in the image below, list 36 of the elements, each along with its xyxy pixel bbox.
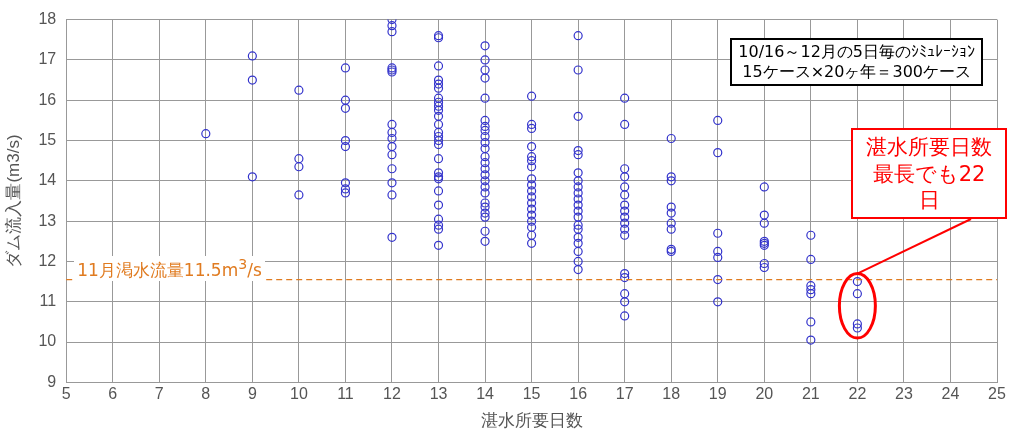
y-axis-title: ダム流入量(m3/s)	[3, 134, 23, 268]
x-tick-label: 8	[201, 385, 211, 403]
annotation: 10/16～12月の5日毎のｼﾐｭﾚｰｼｮﾝ 15ケース×20ヶ年＝300ケース	[730, 37, 983, 86]
x-tick-label: 5	[61, 385, 71, 403]
y-tick-label: 10	[38, 332, 57, 350]
x-tick-label: 12	[383, 385, 401, 403]
x-tick-label: 23	[895, 385, 913, 403]
x-tick-label: 7	[154, 385, 164, 403]
x-tick-label: 24	[941, 385, 960, 403]
x-axis-title: 湛水所要日数	[480, 411, 583, 431]
y-tick-label: 17	[38, 50, 57, 68]
x-tick-label: 21	[801, 385, 820, 403]
x-tick-label: 11	[337, 385, 354, 403]
x-tick-label: 10	[290, 385, 308, 403]
x-tick-label: 16	[569, 385, 588, 403]
x-tick-label: 6	[108, 385, 118, 403]
annotation: 湛水所要日数最長でも22日	[851, 128, 1007, 220]
x-tick-label: 22	[848, 385, 867, 403]
y-tick-label: 12	[38, 251, 57, 269]
ref-line-label: 11月渇水流量11.5m$^{3}$/s	[74, 255, 265, 281]
y-tick-label: 18	[38, 10, 57, 28]
x-tick-label: 25	[988, 385, 1006, 403]
x-tick-label: 9	[247, 385, 257, 403]
y-tick-label: 13	[38, 211, 57, 229]
x-tick-label: 13	[429, 385, 448, 403]
x-tick-label: 19	[708, 385, 727, 403]
y-tick-label: 9	[47, 372, 57, 390]
y-tick-label: 16	[38, 90, 57, 108]
x-tick-label: 17	[615, 385, 634, 403]
x-tick-label: 15	[522, 385, 541, 403]
x-tick-label: 14	[476, 385, 495, 403]
y-tick-label: 14	[38, 171, 57, 189]
y-tick-label: 11	[39, 292, 57, 310]
x-tick-label: 20	[755, 385, 774, 403]
y-tick-label: 15	[38, 130, 57, 148]
x-tick-label: 18	[662, 385, 681, 403]
